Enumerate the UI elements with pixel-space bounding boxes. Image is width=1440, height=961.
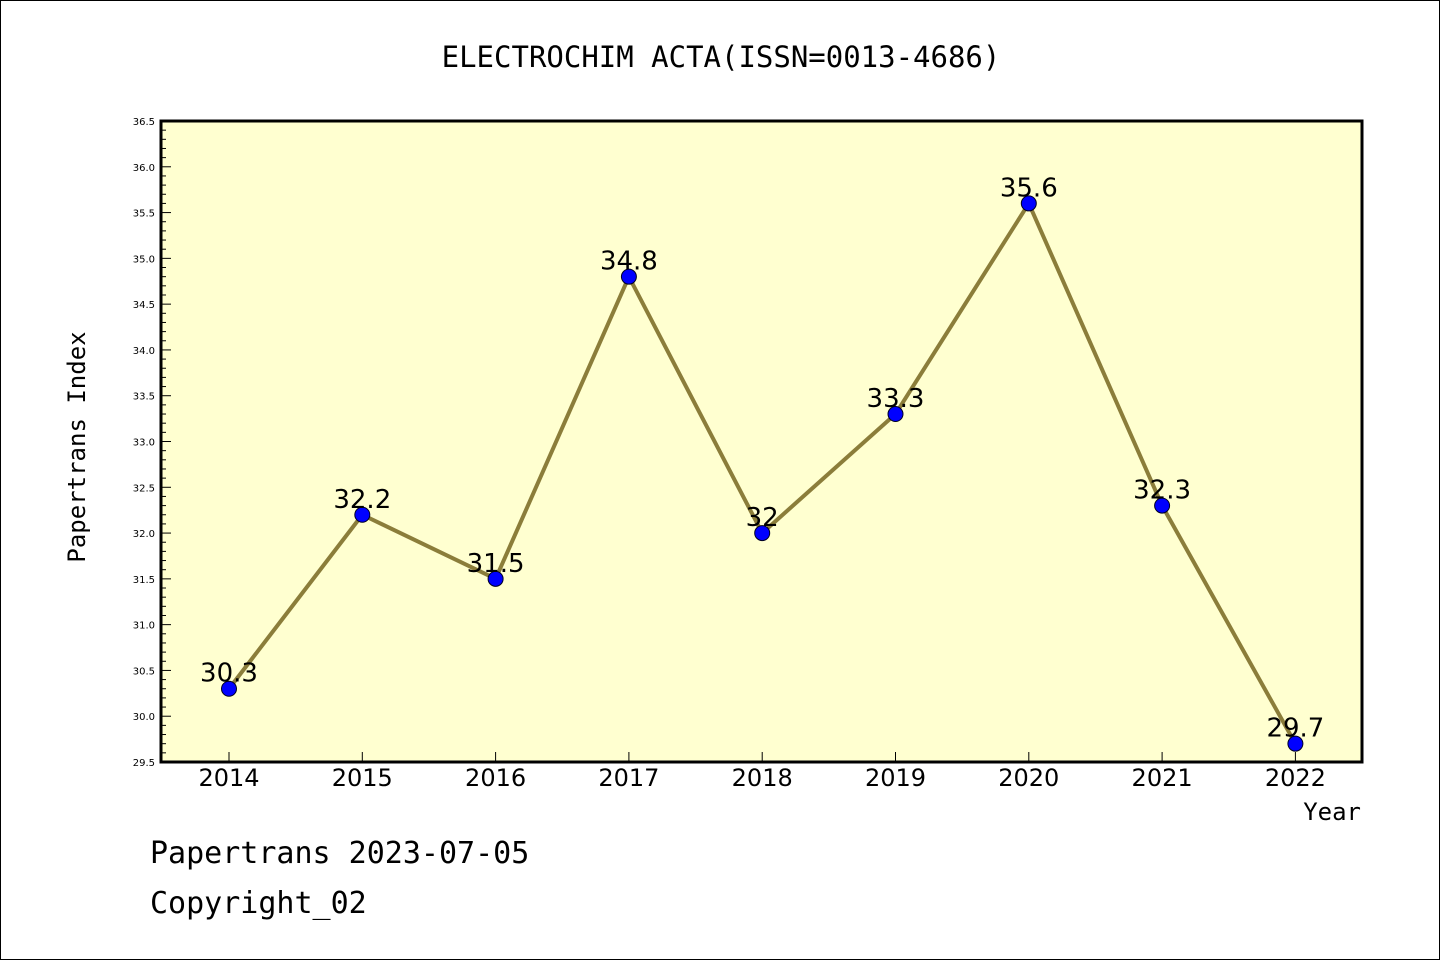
y-tick-label: 31.5 — [133, 575, 155, 586]
x-tick-label: 2021 — [1132, 764, 1193, 792]
x-tick-label: 2020 — [998, 764, 1059, 792]
y-axis-label: Papertrans Index — [63, 331, 91, 562]
footer-date-text: Papertrans 2023-07-05 — [150, 836, 530, 871]
y-tick-label: 35.0 — [133, 254, 155, 265]
data-point — [1020, 195, 1037, 212]
data-label: 35.6 — [1000, 173, 1058, 203]
x-axis: 2014 2015 2016 2017 2018 2019 2020 2021 2022 — [198, 752, 1326, 792]
chart-title: ELECTROCHIM ACTA(ISSN=0013-4686) — [442, 40, 1001, 74]
y-tick-label: 32.5 — [133, 483, 155, 494]
x-tick-label: 2018 — [732, 764, 793, 792]
x-tick-label: 2016 — [465, 764, 526, 792]
y-tick-label: 32.0 — [133, 529, 155, 540]
data-point — [887, 406, 904, 423]
x-tick-label: 2017 — [598, 764, 659, 792]
data-label: 29.7 — [1266, 714, 1324, 744]
y-tick-label: 30.0 — [133, 712, 155, 723]
x-tick-label: 2019 — [865, 764, 926, 792]
data-label: 31.5 — [467, 549, 525, 579]
x-axis-label: Year — [1303, 798, 1361, 826]
footer-copyright-text: Copyright_02 — [150, 886, 367, 921]
y-tick-label: 33.5 — [133, 392, 155, 403]
y-axis: 29.5 30.0 30.5 31.0 31.5 32.0 32.5 33.0 33.5 34.0… — [133, 117, 171, 769]
data-point — [354, 506, 371, 523]
y-tick-label: 31.0 — [133, 621, 155, 632]
y-tick-label: 34.0 — [133, 346, 155, 357]
data-point — [1154, 497, 1171, 514]
y-tick-label: 35.5 — [133, 209, 155, 220]
data-label: 30.3 — [200, 659, 258, 689]
y-tick-label: 36.5 — [133, 117, 155, 128]
data-point — [1287, 735, 1304, 752]
data-point — [221, 680, 237, 697]
y-tick-label: 36.0 — [133, 163, 155, 174]
x-tick-label: 2022 — [1265, 764, 1326, 792]
series-layer: 30.3 32.2 31.5 34.8 32 33.3 35.6 32.3 29.7 — [200, 173, 1324, 752]
data-label: 33.3 — [867, 384, 925, 414]
x-tick-label: 2015 — [332, 764, 393, 792]
data-label: 32.2 — [333, 485, 391, 515]
data-label: 34.8 — [600, 247, 658, 277]
y-tick-label: 34.5 — [133, 300, 155, 311]
y-tick-label: 29.5 — [133, 758, 155, 769]
data-label: 32.3 — [1133, 476, 1191, 506]
y-tick-label: 33.0 — [133, 438, 155, 449]
plot-area — [159, 119, 1364, 764]
data-point — [620, 268, 637, 285]
y-tick-label: 30.5 — [133, 666, 155, 677]
data-point — [754, 525, 771, 542]
data-label: 32 — [746, 503, 779, 533]
x-tick-label: 2014 — [198, 764, 259, 792]
data-point — [487, 570, 504, 587]
